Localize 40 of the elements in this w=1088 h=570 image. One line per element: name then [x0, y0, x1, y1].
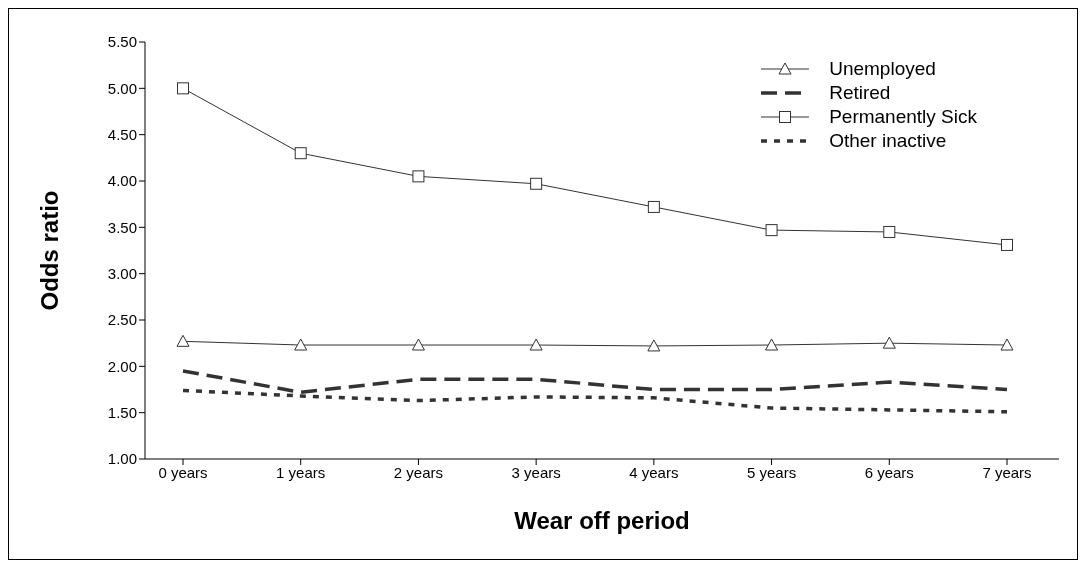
point	[294, 147, 307, 160]
point	[411, 338, 425, 351]
x-tick-label: 2 years	[393, 463, 444, 481]
x-tick-label: 4 years	[629, 463, 679, 481]
point	[647, 200, 660, 213]
point	[882, 336, 896, 349]
x-tick-label: 0 years	[158, 463, 208, 481]
point	[530, 177, 543, 190]
legend-label: Retired	[829, 81, 891, 105]
legend-label: Other inactive	[829, 129, 947, 153]
legend-label: Permanently Sick	[829, 105, 977, 129]
y-axis-title: Odds ratio	[35, 190, 63, 311]
point	[765, 224, 778, 237]
y-tick-label: 3.00	[107, 264, 137, 282]
legend-label: Unemployed	[829, 57, 936, 81]
y-tick-label: 5.50	[107, 33, 137, 51]
x-axis-title: Wear off period	[514, 507, 690, 534]
x-tick-label: 3 years	[511, 463, 561, 481]
point	[412, 170, 425, 183]
point	[647, 339, 661, 352]
point	[176, 334, 190, 347]
y-tick-label: 4.00	[107, 172, 137, 190]
point	[529, 338, 543, 351]
point	[883, 225, 896, 238]
point	[294, 338, 308, 351]
y-tick-label: 2.50	[107, 311, 137, 329]
point	[1000, 338, 1014, 351]
y-tick-label: 1.00	[107, 450, 137, 468]
y-tick-label: 1.50	[107, 403, 137, 421]
point	[765, 338, 779, 351]
y-tick-label: 5.00	[107, 79, 137, 97]
x-tick-label: 1 years	[276, 463, 326, 481]
y-tick-label: 2.00	[107, 357, 137, 375]
y-tick-label: 4.50	[107, 125, 137, 143]
point	[1001, 238, 1013, 251]
point	[177, 82, 189, 95]
x-tick-label: 6 years	[864, 463, 914, 481]
x-tick-label: 5 years	[746, 463, 797, 481]
y-tick-label: 3.50	[107, 218, 137, 236]
x-tick-label: 7 years	[982, 463, 1032, 481]
